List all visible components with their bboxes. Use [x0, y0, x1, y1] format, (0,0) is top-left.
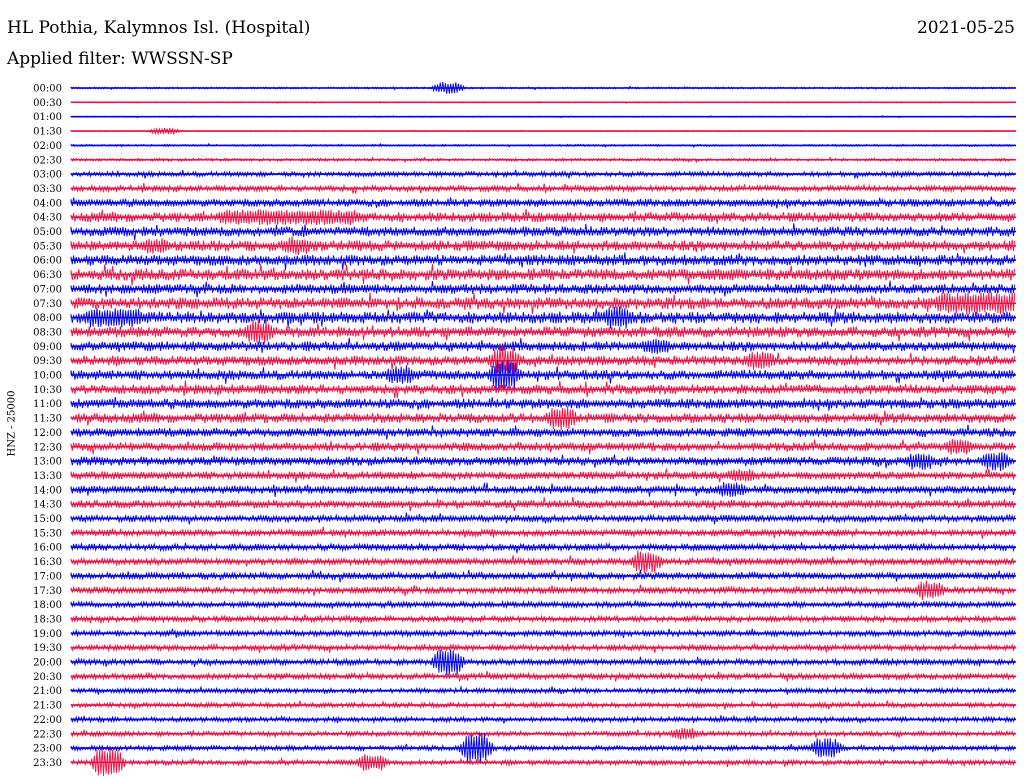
row-time-label: 17:30	[33, 586, 62, 597]
row-time-label: 22:30	[33, 729, 62, 740]
seismogram-trace	[70, 252, 1016, 271]
row-time-label: 01:30	[33, 127, 62, 138]
row-time-label: 09:00	[33, 342, 62, 353]
row-time-label: 10:00	[33, 371, 62, 382]
seismogram-trace	[70, 345, 1016, 374]
row-time-label: 23:00	[33, 744, 62, 755]
row-time-label: 11:30	[33, 414, 62, 425]
record-date: 2021-05-25	[916, 18, 1015, 38]
row-time-label: 03:00	[33, 170, 62, 181]
row-time-label: 19:00	[33, 629, 62, 640]
row-time-label: 20:30	[33, 672, 62, 683]
row-time-label: 02:00	[33, 141, 62, 152]
seismogram-trace	[70, 223, 1016, 241]
row-time-label: 15:00	[33, 514, 62, 525]
row-time-label: 08:00	[33, 313, 62, 324]
row-time-label: 05:00	[33, 227, 62, 238]
row-time-label: 00:00	[33, 84, 62, 95]
row-time-label: 18:30	[33, 614, 62, 625]
row-time-label: 19:30	[33, 643, 62, 654]
row-time-label: 06:30	[33, 270, 62, 281]
row-time-label: 05:30	[33, 241, 62, 252]
row-time-label: 11:00	[33, 399, 62, 410]
row-time-label: 06:00	[33, 256, 62, 267]
row-time-label: 16:00	[33, 543, 62, 554]
row-time-label: 14:00	[33, 485, 62, 496]
seismogram-trace	[70, 542, 1016, 554]
row-time-label: 17:00	[33, 571, 62, 582]
row-time-label: 12:30	[33, 442, 62, 453]
row-time-label: 21:00	[33, 686, 62, 697]
row-time-label: 04:00	[33, 198, 62, 209]
row-time-label: 14:30	[33, 500, 62, 511]
row-time-label: 23:30	[33, 758, 62, 769]
row-time-label: 04:30	[33, 213, 62, 224]
row-time-label: 18:00	[33, 600, 62, 611]
row-time-label: 13:00	[33, 457, 62, 468]
row-time-label: 09:30	[33, 356, 62, 367]
row-time-label: 20:00	[33, 658, 62, 669]
row-time-label: 03:30	[33, 184, 62, 195]
row-time-label: 21:30	[33, 701, 62, 712]
seismogram-trace	[70, 406, 1016, 431]
seismogram-trace	[70, 263, 1016, 286]
row-time-label: 10:30	[33, 385, 62, 396]
filter-label: Applied filter: WWSSN-SP	[7, 49, 233, 69]
station-title: HL Pothia, Kalymnos Isl. (Hospital)	[7, 18, 311, 38]
seismogram-trace	[70, 397, 1016, 411]
row-time-label: 16:30	[33, 557, 62, 568]
row-time-label: 07:00	[33, 284, 62, 295]
row-time-label: 13:30	[33, 471, 62, 482]
row-time-label: 02:30	[33, 155, 62, 166]
row-time-label: 00:30	[33, 98, 62, 109]
row-time-label: 08:30	[33, 327, 62, 338]
row-time-label: 15:30	[33, 528, 62, 539]
row-time-label: 07:30	[33, 299, 62, 310]
row-time-label: 01:00	[33, 112, 62, 123]
row-time-label: 12:00	[33, 428, 62, 439]
row-time-label: 22:00	[33, 715, 62, 726]
